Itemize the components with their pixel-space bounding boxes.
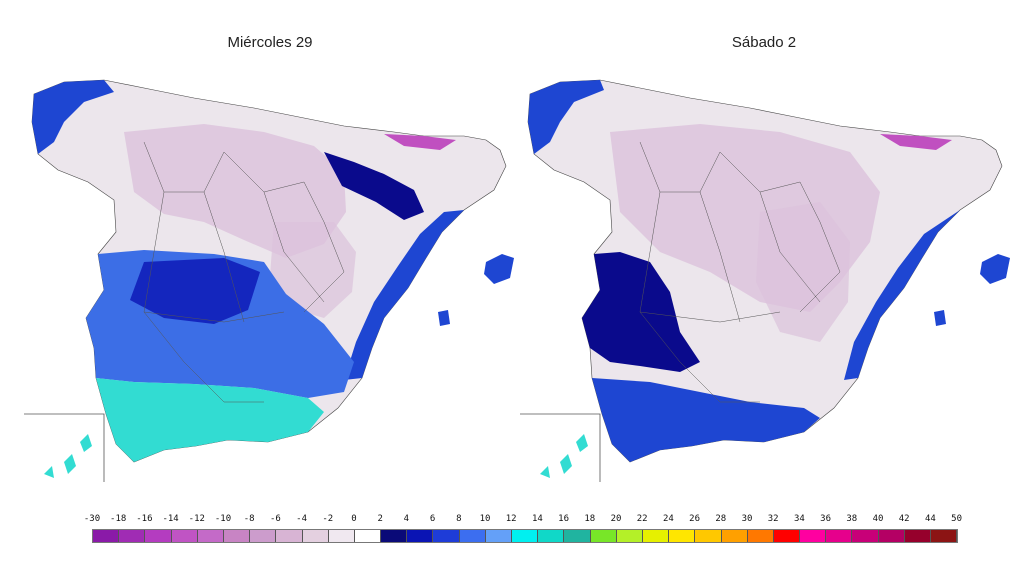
island-ibiza: [934, 310, 946, 326]
province-borders: [639, 141, 841, 403]
legend-tick-label: 36: [820, 514, 832, 524]
legend-swatch: [904, 530, 931, 542]
legend-tick-label: -12: [188, 514, 205, 524]
blue-south-band: [592, 378, 820, 462]
legend-swatch: [800, 530, 827, 542]
legend-swatch: [852, 530, 879, 542]
legend-tick-label: 42: [898, 514, 910, 524]
blue-northwest-coast: [32, 80, 114, 154]
island-mallorca: [484, 254, 514, 284]
legend-tick-label: -6: [269, 514, 281, 524]
legend-swatch: [171, 530, 198, 542]
legend-swatch: [616, 530, 643, 542]
canary-islands: [540, 434, 588, 478]
legend-swatch: [223, 530, 251, 542]
blue-east-coast: [844, 210, 960, 380]
legend-swatch: [354, 530, 382, 542]
legend-swatch: [459, 530, 486, 542]
legend-tick-label: 16: [558, 514, 570, 524]
legend-tick-label: 12: [505, 514, 517, 524]
legend-swatch: [197, 530, 224, 542]
legend-swatch: [276, 530, 303, 542]
legend-tick-label: -10: [214, 514, 232, 524]
pink-zone-center: [756, 202, 850, 342]
legend-tick-label: -4: [296, 514, 308, 524]
legend-swatch: [145, 530, 172, 542]
legend-tick-label: 44: [924, 514, 936, 524]
legend-swatch: [119, 530, 146, 542]
canary-inset: [24, 413, 105, 482]
legend-swatch: [564, 530, 591, 542]
island-mallorca: [980, 254, 1010, 284]
blue-northwest-coast: [528, 80, 604, 154]
legend-tick-label: 38: [846, 514, 858, 524]
map-title-right: Sábado 2: [731, 34, 797, 51]
pink-zone-center: [270, 222, 356, 318]
legend-swatch: [433, 530, 460, 542]
legend-swatch: [826, 530, 853, 542]
province-borders: [143, 141, 345, 403]
legend-tick-label: 50: [951, 514, 963, 524]
legend-swatch: [878, 530, 905, 542]
legend-swatch: [538, 530, 565, 542]
cyan-andalucia: [96, 378, 324, 462]
map-miercoles-29: [24, 79, 514, 482]
legend-tick-label: -8: [243, 514, 255, 524]
legend-tick-label: 10: [479, 514, 491, 524]
legend-tick-label: 8: [456, 514, 462, 524]
magenta-pyrenees: [384, 134, 456, 150]
legend-swatch: [669, 530, 696, 542]
legend-tick-label: 6: [429, 514, 436, 524]
map-title-left: Miércoles 29: [227, 34, 313, 51]
legend-swatch: [93, 530, 120, 542]
legend-tick-label: 24: [662, 514, 674, 524]
legend-swatch: [328, 530, 355, 542]
legend-tick-label: 18: [584, 514, 596, 524]
legend-swatch: [931, 530, 958, 542]
legend-tick-label: 34: [793, 514, 805, 524]
legend-swatch: [381, 530, 408, 542]
legend-swatch: [485, 530, 512, 542]
temperature-color-legend: -30 -18 -16 -14 -12 -10 -8 -6 -4 -2 0 2 4 6 8 10 12 14 16 1…: [80, 514, 962, 564]
legend-tick-label: 26: [689, 514, 701, 524]
legend-swatch: [250, 530, 277, 542]
island-ibiza: [438, 310, 450, 326]
legend-tick-label: -2: [322, 514, 334, 524]
legend-tick-label: 40: [872, 514, 884, 524]
legend-swatch: [773, 530, 801, 542]
legend-tick-label: 14: [531, 514, 543, 524]
legend-swatch: [512, 530, 539, 542]
legend-swatch: [721, 530, 748, 542]
legend-tick-label: 0: [351, 514, 357, 524]
legend-swatch: [407, 530, 434, 542]
legend-tick-label: -14: [162, 514, 179, 524]
legend-tick-label: -16: [136, 514, 153, 524]
blue-ebro-basin: [324, 152, 424, 220]
legend-swatch: [642, 530, 670, 542]
blue-east-coast: [344, 210, 464, 380]
legend-swatch: [590, 530, 617, 542]
legend-swatch: [302, 530, 329, 542]
canary-islands: [44, 434, 92, 478]
legend-swatch: [747, 530, 774, 542]
legend-tick-label: 30: [741, 514, 753, 524]
legend-tick-label: 28: [715, 514, 727, 524]
legend-tick-label: 22: [636, 514, 648, 524]
magenta-pyrenees: [880, 134, 952, 150]
legend-tick-label: 20: [610, 514, 622, 524]
canary-inset: [520, 413, 601, 482]
map-sabado-2: [520, 79, 1010, 482]
legend-swatch: [695, 530, 722, 542]
legend-swatches: [92, 529, 959, 543]
legend-tick-label: -30: [83, 514, 101, 524]
legend-tick-label: 32: [767, 514, 779, 524]
legend-tick-label: 2: [377, 514, 383, 524]
legend-tick-label: -18: [110, 514, 127, 524]
legend-tick-label: 4: [403, 514, 410, 524]
blue-southwest-dark: [130, 258, 260, 324]
